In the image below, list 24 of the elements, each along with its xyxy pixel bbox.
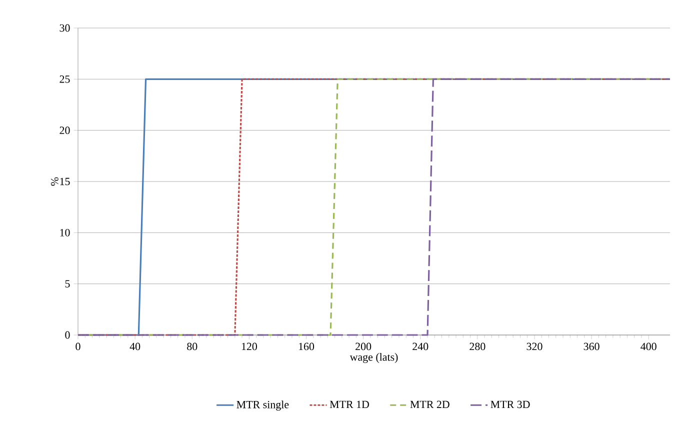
y-tick-label: 5 — [65, 280, 70, 288]
x-axis-title: wage (lats) — [350, 353, 398, 363]
x-tick-label: 400 — [640, 342, 656, 350]
x-tick-label: 0 — [76, 342, 80, 350]
y-tick-label: 30 — [60, 24, 70, 32]
x-tick-label: 120 — [242, 342, 257, 350]
y-tick-label: 15 — [60, 178, 70, 186]
y-tick-label: 20 — [60, 126, 70, 134]
legend-label: MTR 3D — [490, 400, 530, 408]
y-tick-label: 10 — [60, 228, 70, 236]
x-tick-label: 160 — [298, 342, 314, 350]
x-tick-label: 80 — [187, 342, 198, 350]
y-axis-title: % — [50, 177, 58, 186]
y-tick-label: 0 — [65, 331, 70, 339]
x-tick-label: 240 — [412, 342, 428, 350]
legend-label: MTR 1D — [330, 400, 369, 408]
legend-label: MTR single — [236, 400, 289, 411]
x-tick-label: 280 — [470, 342, 486, 350]
x-tick-label: 200 — [356, 342, 372, 350]
x-tick-label: 360 — [584, 342, 600, 350]
x-tick-label: 320 — [526, 342, 542, 350]
legend-label: MTR 2D — [410, 400, 450, 408]
x-tick-label: 40 — [130, 342, 140, 350]
y-tick-label: 25 — [60, 75, 70, 83]
